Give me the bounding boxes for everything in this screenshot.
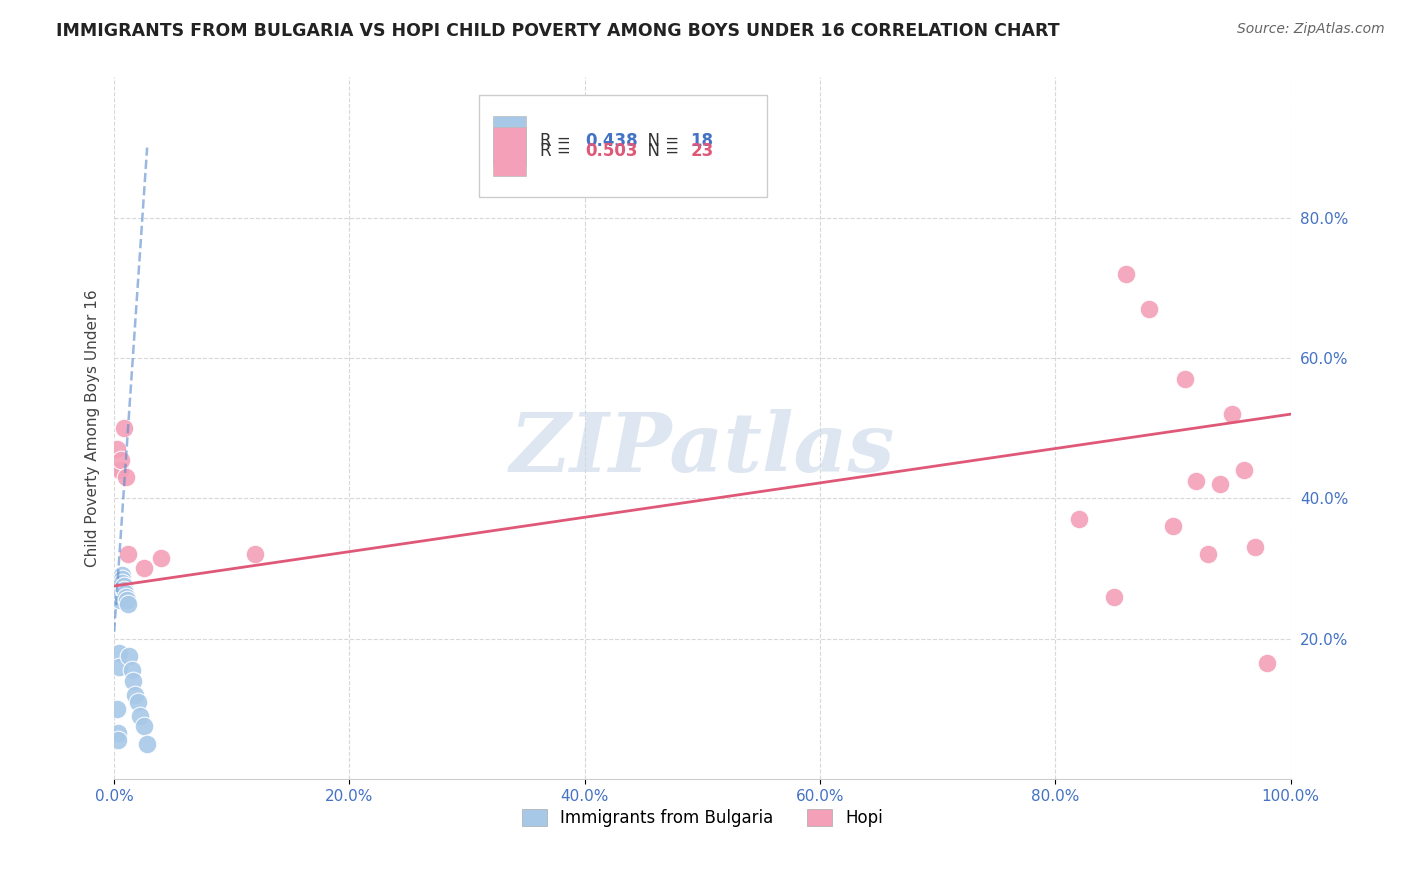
Point xyxy=(150,551,173,566)
FancyBboxPatch shape xyxy=(494,116,526,165)
Point xyxy=(1115,267,1137,281)
Point xyxy=(127,695,149,709)
Point xyxy=(108,575,131,590)
FancyBboxPatch shape xyxy=(494,127,526,176)
Point xyxy=(117,597,139,611)
Point xyxy=(1067,512,1090,526)
Text: IMMIGRANTS FROM BULGARIA VS HOPI CHILD POVERTY AMONG BOYS UNDER 16 CORRELATION C: IMMIGRANTS FROM BULGARIA VS HOPI CHILD P… xyxy=(56,22,1060,40)
Text: 18: 18 xyxy=(690,132,714,150)
Text: Source: ZipAtlas.com: Source: ZipAtlas.com xyxy=(1237,22,1385,37)
Point xyxy=(108,582,131,597)
Point xyxy=(114,586,136,600)
Point xyxy=(136,737,159,751)
Point xyxy=(124,688,146,702)
Text: 0.503: 0.503 xyxy=(585,142,637,160)
Point xyxy=(1256,656,1278,670)
Point xyxy=(1197,548,1219,562)
Point xyxy=(122,673,145,688)
Point xyxy=(129,708,152,723)
Point xyxy=(112,421,135,435)
Point xyxy=(110,452,132,467)
Point xyxy=(108,659,131,673)
FancyBboxPatch shape xyxy=(479,95,768,197)
Point xyxy=(105,442,128,457)
Y-axis label: Child Poverty Among Boys Under 16: Child Poverty Among Boys Under 16 xyxy=(86,289,100,567)
Point xyxy=(111,568,134,582)
Point xyxy=(112,582,135,597)
Text: R =: R = xyxy=(540,132,576,150)
Point xyxy=(117,548,139,562)
Point xyxy=(1161,519,1184,533)
Point xyxy=(1102,590,1125,604)
Text: 0.438: 0.438 xyxy=(585,132,637,150)
Point xyxy=(108,463,131,477)
Text: N =: N = xyxy=(637,132,683,150)
Point xyxy=(115,593,138,607)
Point xyxy=(121,663,143,677)
Point xyxy=(1220,407,1243,421)
Point xyxy=(105,702,128,716)
Legend: Immigrants from Bulgaria, Hopi: Immigrants from Bulgaria, Hopi xyxy=(515,802,890,834)
Point xyxy=(110,586,132,600)
Point xyxy=(111,572,134,586)
Point xyxy=(108,646,131,660)
Point xyxy=(132,719,155,733)
Point xyxy=(245,548,267,562)
Text: R =: R = xyxy=(540,142,576,160)
Point xyxy=(112,579,135,593)
Text: N =: N = xyxy=(637,142,683,160)
Point xyxy=(1244,541,1267,555)
Point xyxy=(108,590,131,604)
Text: 23: 23 xyxy=(690,142,714,160)
Point xyxy=(115,590,138,604)
Text: ZIPatlas: ZIPatlas xyxy=(509,409,896,489)
Point xyxy=(1185,474,1208,488)
Point xyxy=(115,470,138,484)
Point xyxy=(107,463,129,477)
Point xyxy=(132,561,155,575)
Point xyxy=(1209,477,1232,491)
Point xyxy=(107,733,129,747)
Point xyxy=(1174,372,1197,386)
Point xyxy=(111,575,134,590)
Point xyxy=(107,726,129,740)
Point xyxy=(108,593,131,607)
Point xyxy=(1139,301,1161,316)
Point xyxy=(118,649,141,664)
Point xyxy=(110,582,132,597)
Point xyxy=(1232,463,1254,477)
